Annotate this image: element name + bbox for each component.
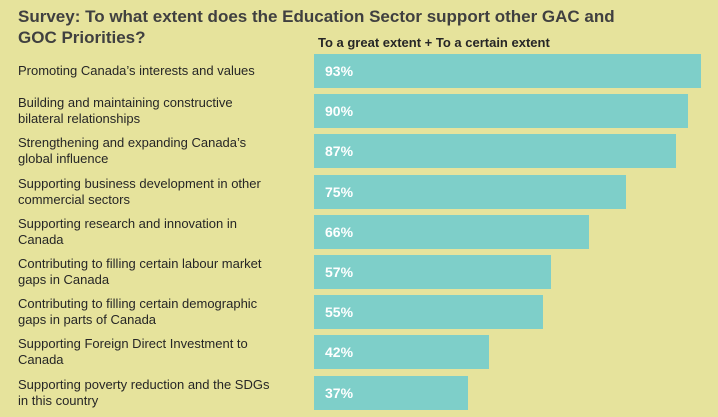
bar: 90%	[314, 94, 689, 129]
category-label: Supporting poverty reduction and the SDG…	[18, 376, 270, 408]
category-label: Supporting business development in other…	[18, 175, 261, 207]
chart-subtitle: To a great extent + To a certain extent	[318, 35, 550, 50]
value-label: 66%	[325, 223, 354, 240]
value-label: 55%	[325, 304, 354, 321]
category-label: Contributing to filling certain demograp…	[18, 296, 258, 328]
value-label: 87%	[325, 143, 354, 160]
value-label: 57%	[325, 264, 354, 280]
bar: 75%	[314, 174, 626, 209]
value-label: 93%	[325, 63, 354, 79]
bar: 87%	[314, 134, 676, 169]
bar: 42%	[314, 335, 489, 370]
category-label: Supporting Foreign Direct Investment to …	[18, 336, 248, 368]
category-label: Promoting Canada’s interests and values	[18, 63, 255, 78]
bar: 66%	[314, 214, 589, 249]
category-label: Building and maintaining constructive bi…	[18, 95, 233, 127]
bar: 57%	[314, 255, 552, 289]
bar: 93%	[314, 54, 701, 88]
bar: 55%	[314, 295, 543, 330]
bar: 37%	[314, 375, 468, 410]
value-label: 75%	[325, 183, 354, 200]
category-label: Contributing to filling certain labour m…	[18, 256, 262, 287]
category-label: Supporting research and innovation in Ca…	[18, 215, 237, 247]
value-label: 42%	[325, 344, 354, 361]
value-label: 37%	[325, 384, 354, 401]
chart-title: Survey: To what extent does the Educatio…	[18, 7, 615, 47]
value-label: 90%	[325, 103, 354, 120]
category-label: Strengthening and expanding Canada’s glo…	[18, 135, 247, 167]
